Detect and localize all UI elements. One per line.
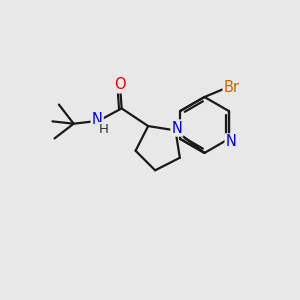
Text: H: H: [99, 123, 109, 136]
Text: Br: Br: [224, 80, 240, 95]
Text: N: N: [226, 134, 236, 149]
Text: N: N: [92, 112, 103, 127]
Text: N: N: [172, 121, 182, 136]
Text: O: O: [114, 77, 126, 92]
